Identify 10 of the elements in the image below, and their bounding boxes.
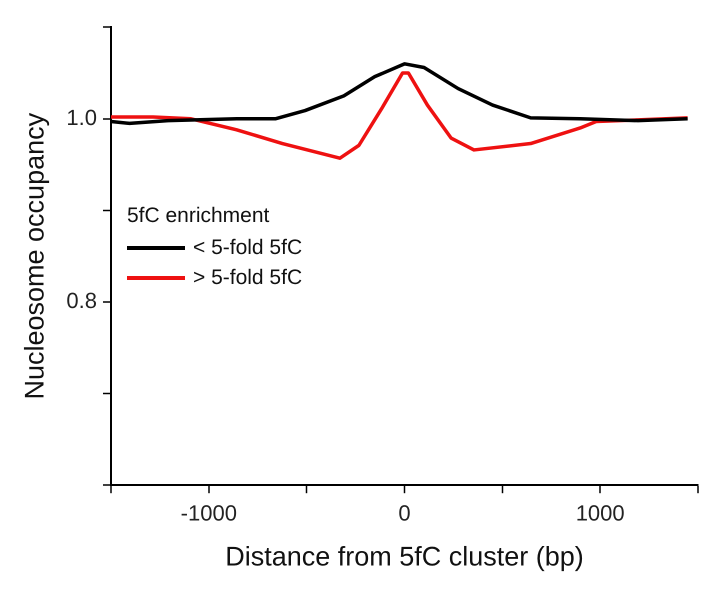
legend-title: 5fC enrichment (126, 203, 270, 230)
y-tick-label: 0.8 (66, 288, 97, 314)
y-axis-title: Nucleosome occupancy (20, 112, 50, 400)
x-axis-title: Distance from 5fC cluster (bp) (225, 541, 584, 572)
x-tick-label: 0 (398, 500, 411, 526)
x-tick-label: 1000 (576, 500, 625, 526)
x-tick-label: -1000 (180, 500, 237, 526)
legend-label: > 5-fold 5fC (192, 265, 302, 292)
y-tick-label: 1.0 (66, 104, 97, 130)
legend-label: < 5-fold 5fC (192, 235, 302, 262)
